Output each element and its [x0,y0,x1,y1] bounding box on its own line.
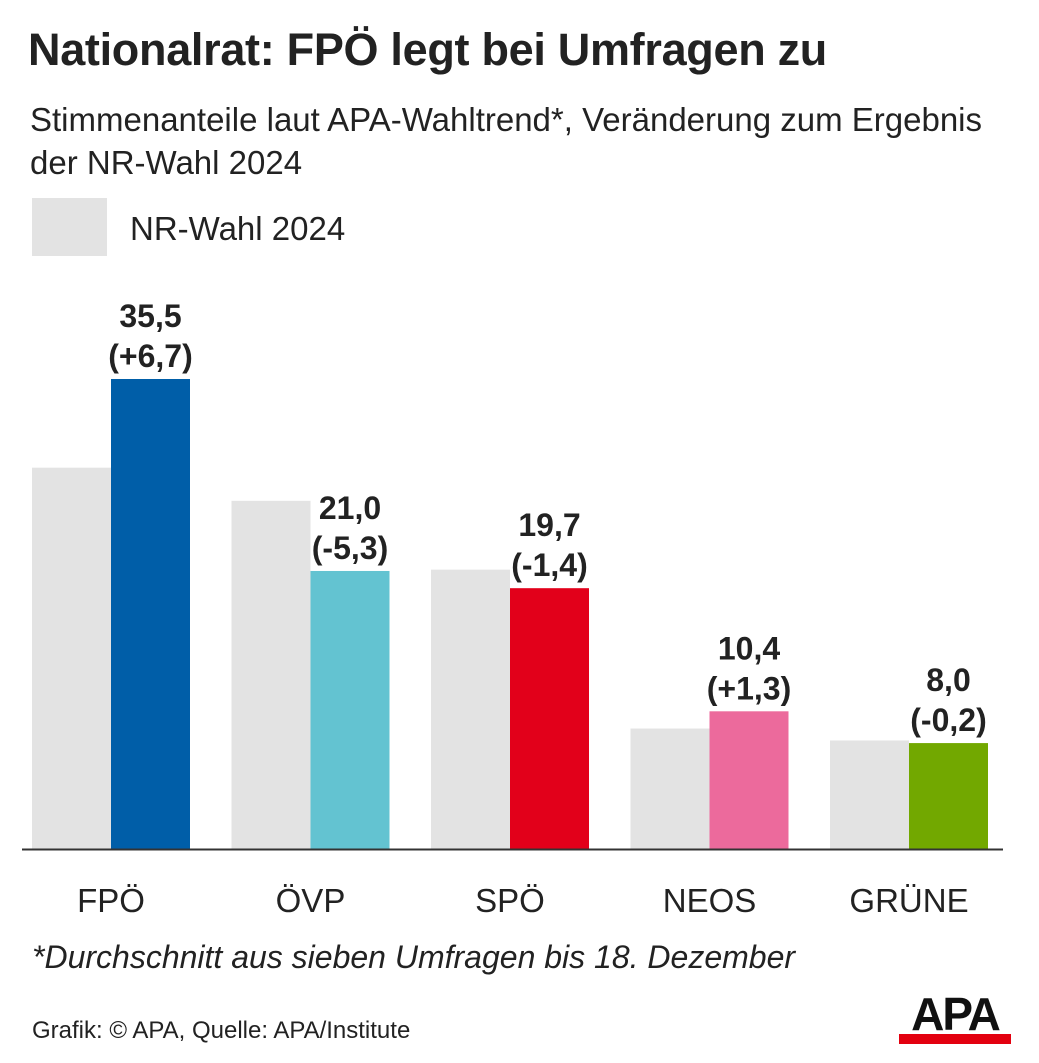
value-label-neos: 10,4 [718,630,780,666]
category-label-grüne: GRÜNE [849,882,968,919]
category-label-neos: NEOS [663,882,757,919]
legend-swatch-nr-wahl-2024 [32,198,107,256]
apa-logo-text: APA [911,994,999,1040]
bar-nr-wahl-2024-övp [231,500,311,849]
change-label-övp: (-5,3) [312,530,388,566]
change-label-neos: (+1,3) [707,670,791,706]
bar-current-neos [709,711,789,849]
value-label-grüne: 8,0 [926,662,970,698]
change-label-spö: (-1,4) [511,547,587,583]
bar-nr-wahl-2024-grüne [830,740,909,849]
source-credit: Grafik: © APA, Quelle: APA/Institute [32,1017,411,1044]
bar-current-övp [310,570,390,849]
apa-logo: APA [899,994,1011,1044]
category-label-fpö: FPÖ [77,882,145,919]
bar-nr-wahl-2024-spö [431,569,510,849]
bar-current-grüne [909,743,988,849]
chart-title: Nationalrat: FPÖ legt bei Umfragen zu [28,24,827,75]
value-label-spö: 19,7 [518,507,580,543]
legend-label-nr-wahl-2024: NR-Wahl 2024 [130,210,346,247]
change-label-grüne: (-0,2) [910,702,986,738]
value-label-fpö: 35,5 [119,298,181,334]
chart-subtitle: Stimmenanteile laut APA-Wahltrend*, Verä… [30,101,983,181]
apa-logo-bar [899,1034,1011,1044]
footnote: *Durchschnitt aus sieben Umfragen bis 18… [32,939,796,975]
bar-current-spö [510,588,589,849]
change-label-fpö: (+6,7) [108,338,192,374]
bar-current-fpö [111,379,190,849]
value-label-övp: 21,0 [319,490,381,526]
category-label-spö: SPÖ [475,882,545,919]
bar-nr-wahl-2024-fpö [32,467,111,849]
bar-nr-wahl-2024-neos [630,728,710,849]
category-label-övp: ÖVP [276,882,346,919]
